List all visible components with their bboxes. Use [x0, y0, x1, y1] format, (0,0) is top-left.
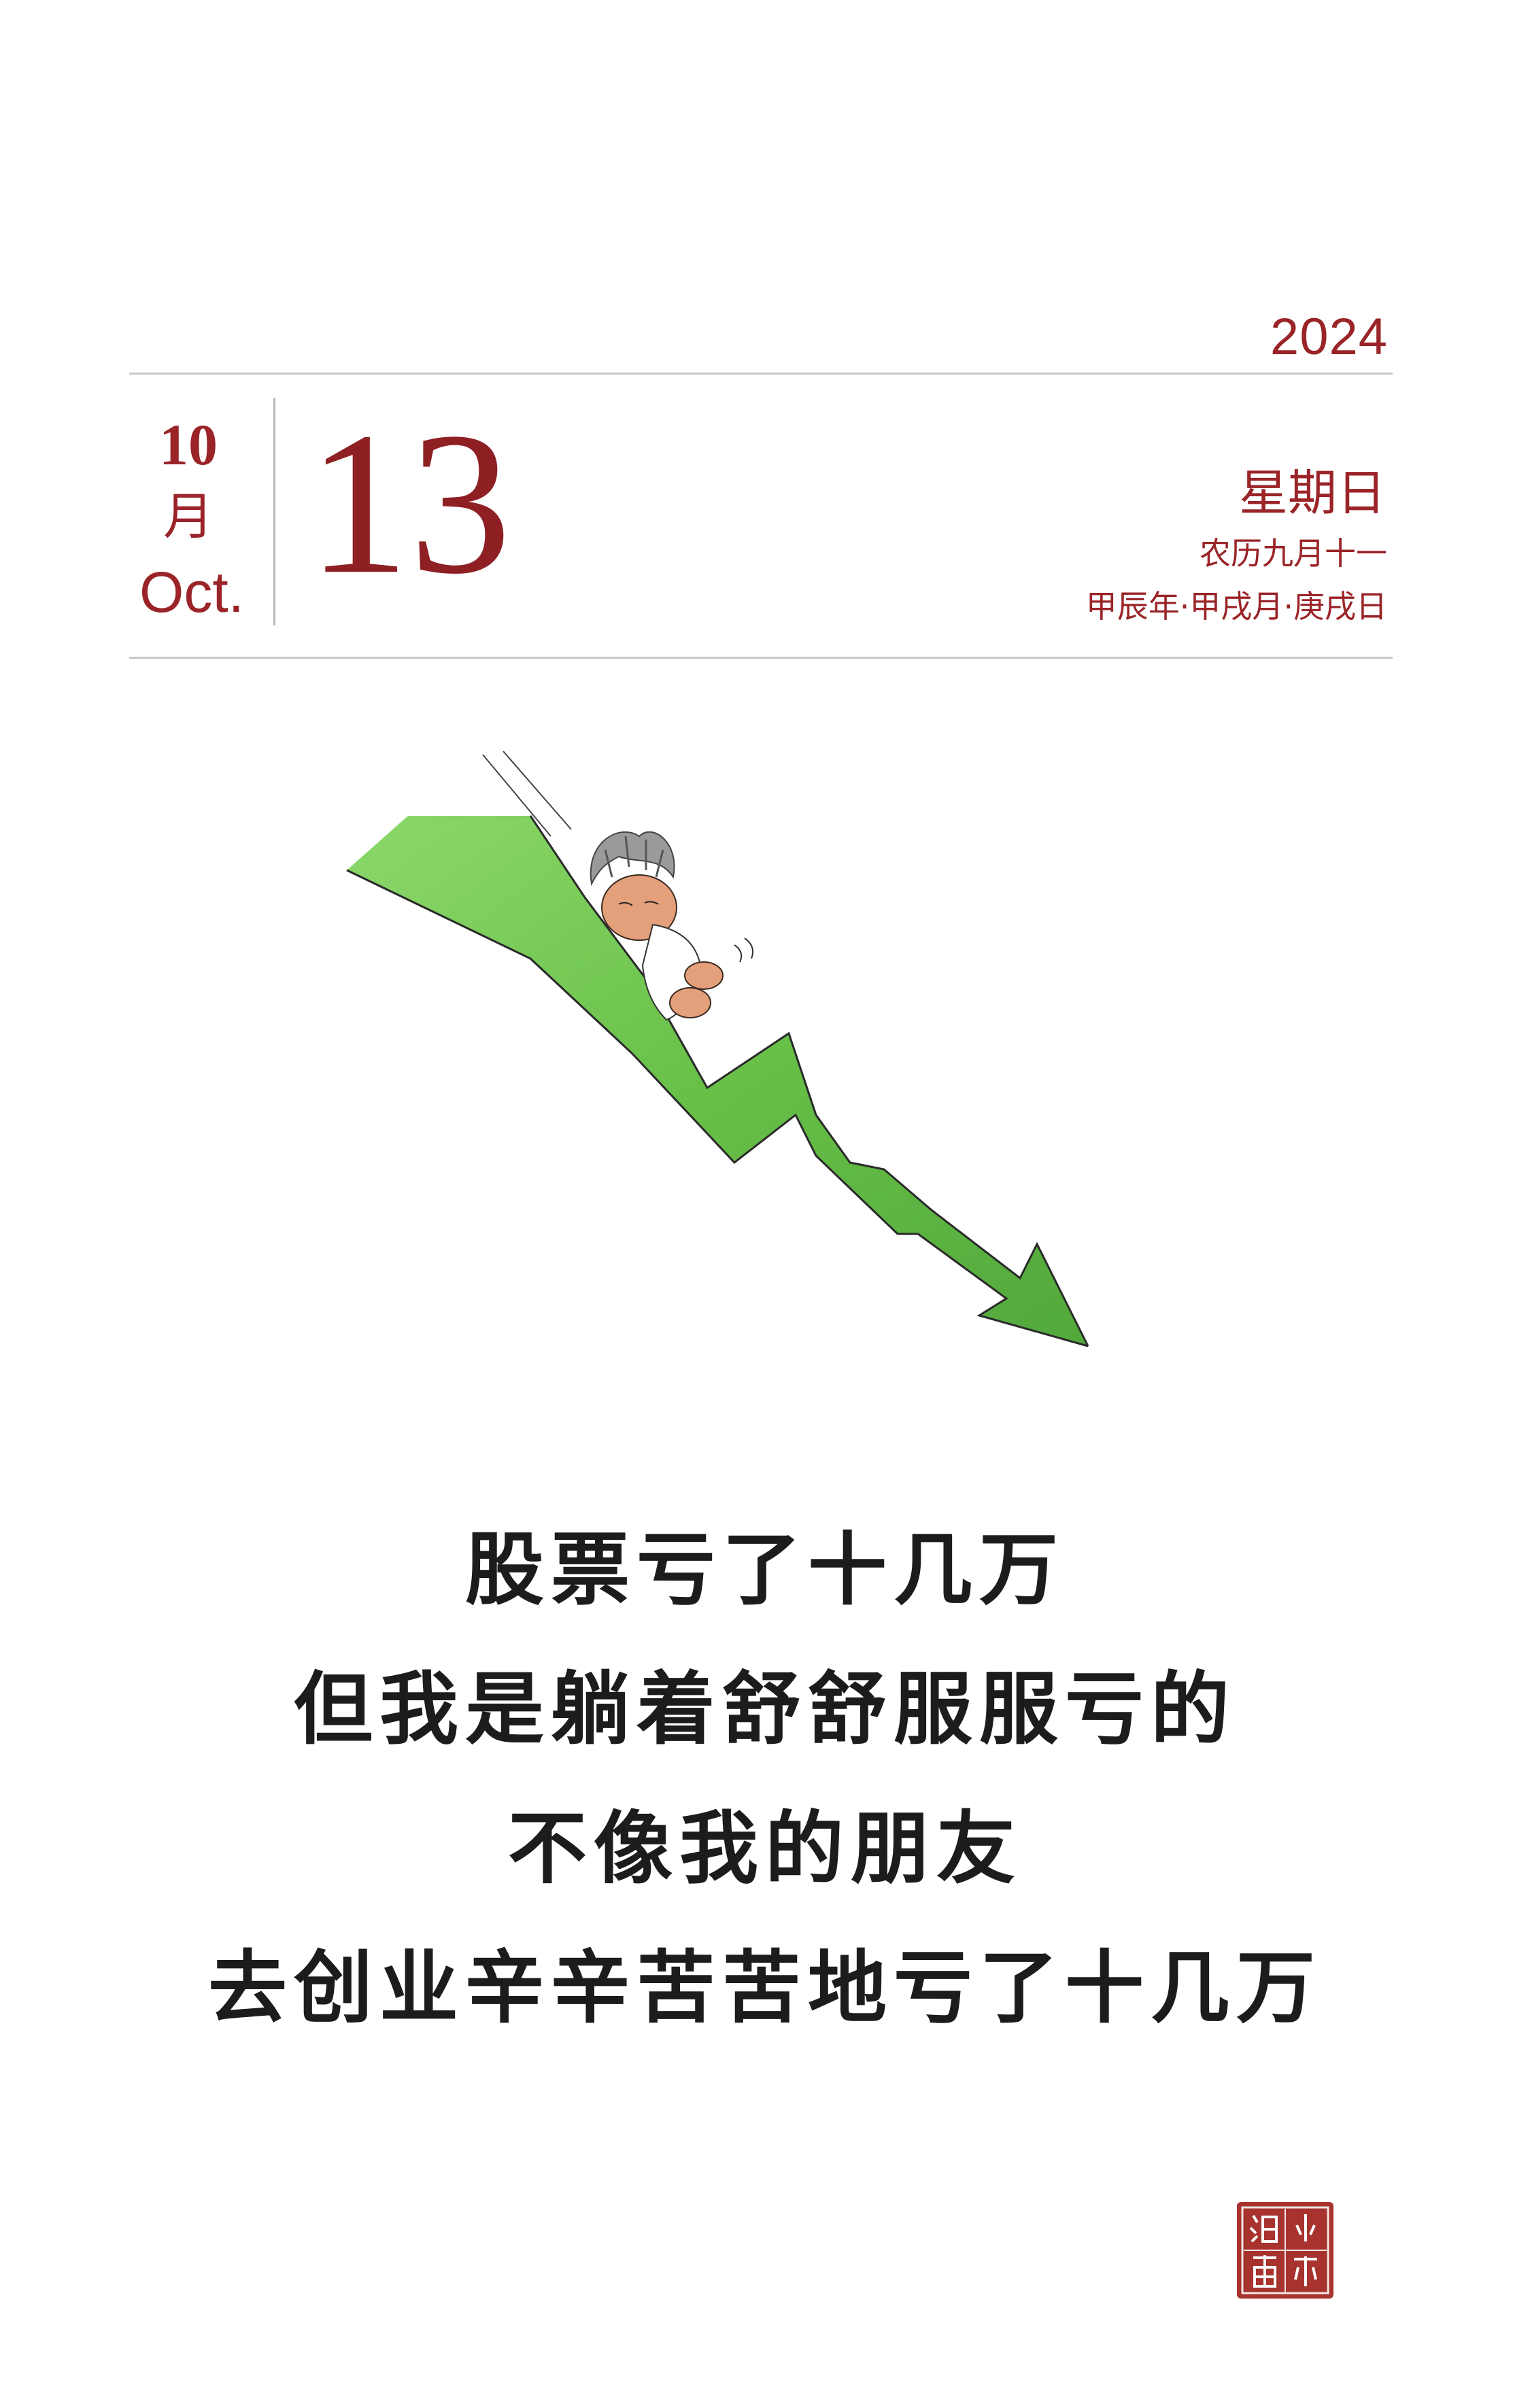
- year-label: 2024: [1270, 308, 1388, 366]
- caption-line: 去创业辛辛苦苦地亏了十几万: [208, 1942, 1322, 2034]
- bottom-divider: [129, 657, 1393, 659]
- day-number: 13: [307, 390, 511, 616]
- caption-block: 股票亏了十几万 但我是躺着舒舒服服亏的 不像我的朋友 去创业辛辛苦苦地亏了十几万: [0, 1523, 1530, 2080]
- weekday-label: 星期日: [1238, 464, 1386, 521]
- falling-arrow-illustration: [346, 751, 1089, 1347]
- sliding-person: [590, 831, 753, 1021]
- ganzhi-date: 甲辰年·甲戌月·庚戌日: [1085, 588, 1387, 625]
- artist-seal: [1237, 2202, 1333, 2299]
- lunar-date: 农历九月十一: [1200, 535, 1387, 572]
- month-en-label: Oct.: [139, 560, 245, 624]
- caption-line: 股票亏了十几万: [465, 1524, 1065, 1616]
- month-number: 10: [159, 412, 218, 477]
- caption-line: 不像我的朋友: [508, 1803, 1022, 1895]
- top-divider: [129, 373, 1393, 375]
- vertical-divider: [273, 398, 275, 625]
- month-cn-label: 月: [163, 487, 214, 546]
- caption-line: 但我是躺着舒舒服服亏的: [294, 1664, 1236, 1755]
